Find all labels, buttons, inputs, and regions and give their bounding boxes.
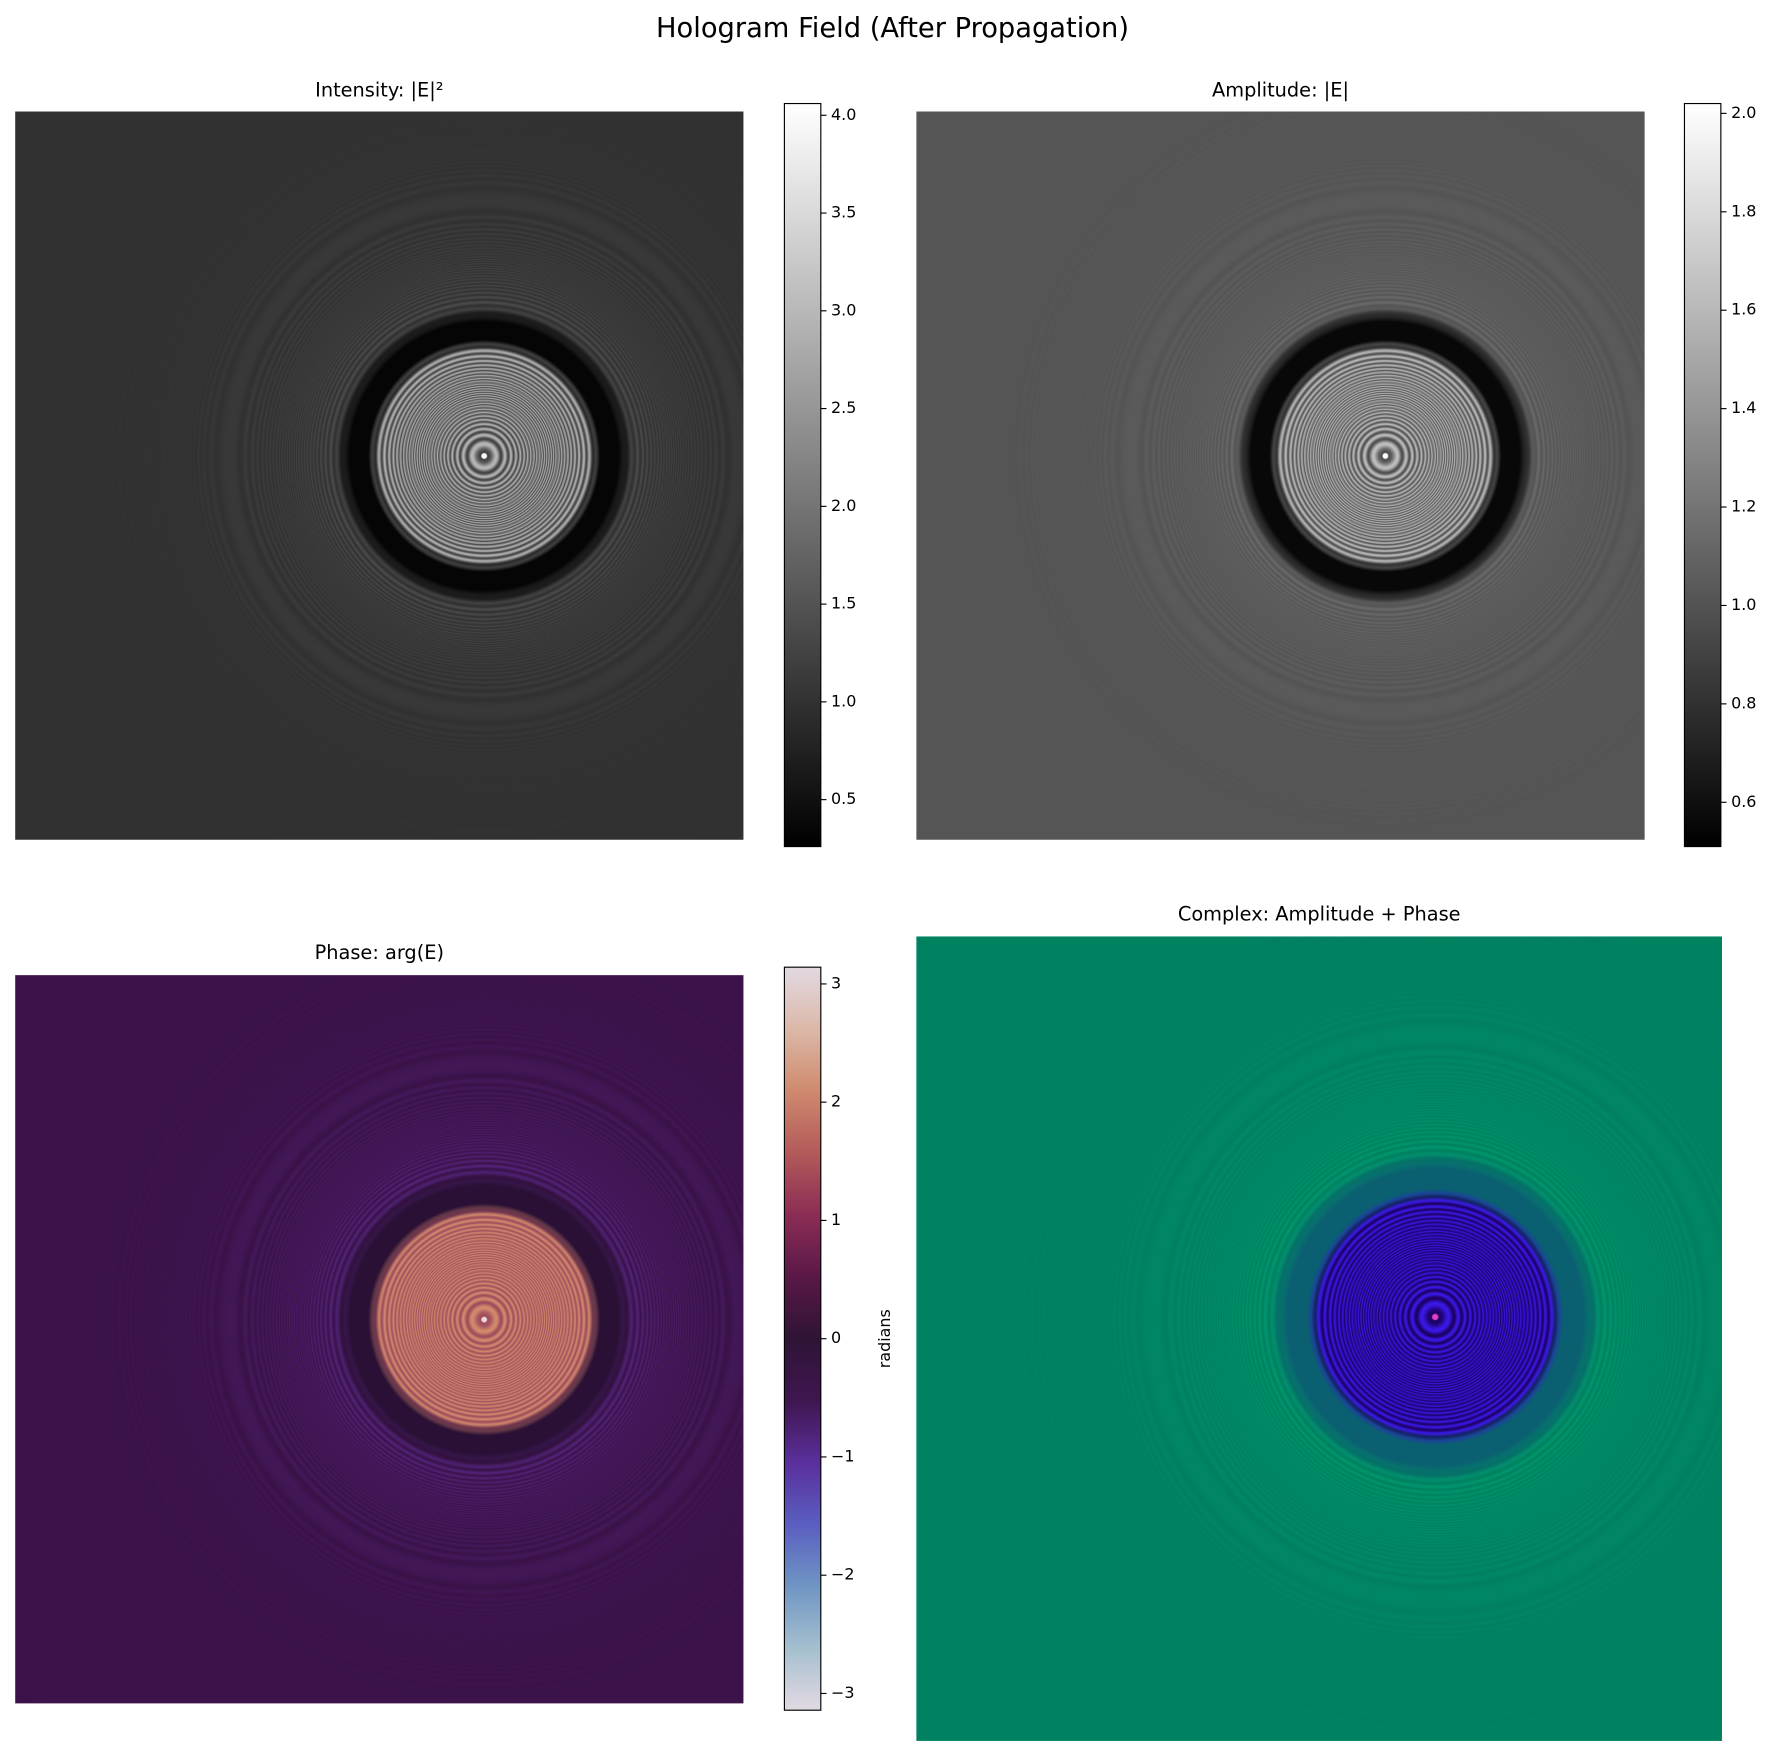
colorbar-tick-label: 1.0 [831, 691, 856, 710]
colorbar-tick-label: 0.6 [1731, 792, 1756, 811]
colorbar-tick-label: 3.0 [831, 300, 856, 319]
colorbar-tick-label: 1.6 [1731, 300, 1756, 319]
panel-title: Amplitude: |E| [1212, 79, 1349, 102]
colorbar-tick-label: 3 [831, 973, 841, 992]
panel-title: Intensity: |E|² [315, 79, 443, 102]
colorbar-tick-label: 1.4 [1731, 398, 1756, 417]
colorbar-tick-label: 1.0 [1731, 595, 1756, 614]
colorbar-tick-label: −2 [831, 1565, 854, 1584]
colorbar-tick-label: 2.5 [831, 398, 856, 417]
colorbar-tick-label: 1.8 [1731, 201, 1756, 220]
colorbar-tick-label: 1 [831, 1210, 841, 1229]
panel-title: Phase: arg(E) [315, 941, 444, 964]
colorbar-tick-label: 2.0 [1731, 103, 1756, 122]
colorbar-tick-label: 4.0 [831, 105, 856, 124]
heatmap-image [15, 111, 744, 840]
heatmap-image [916, 111, 1645, 840]
colorbar-tick-label: −1 [831, 1446, 854, 1465]
colorbar [1683, 102, 1722, 848]
colorbar-tick-label: 1.5 [831, 594, 856, 613]
colorbar [783, 102, 822, 848]
colorbar-tick-label: 1.2 [1731, 497, 1756, 516]
colorbar-tick-label: 3.5 [831, 203, 856, 222]
colorbar-tick-label: −3 [831, 1683, 854, 1702]
colorbar-tick-label: 2 [831, 1092, 841, 1111]
colorbar-label: radians [875, 1309, 894, 1368]
colorbar-tick-label: 0 [831, 1328, 841, 1347]
heatmap-image [916, 936, 1723, 1741]
colorbar-tick-label: 0.5 [831, 789, 856, 808]
colorbar-tick-label: 0.8 [1731, 693, 1756, 712]
colorbar-tick-label: 2.0 [831, 496, 856, 515]
heatmap-image [15, 975, 744, 1704]
panel-title: Complex: Amplitude + Phase [1178, 902, 1461, 925]
colorbar [783, 966, 822, 1711]
figure-title: Hologram Field (After Propagation) [656, 13, 1129, 44]
